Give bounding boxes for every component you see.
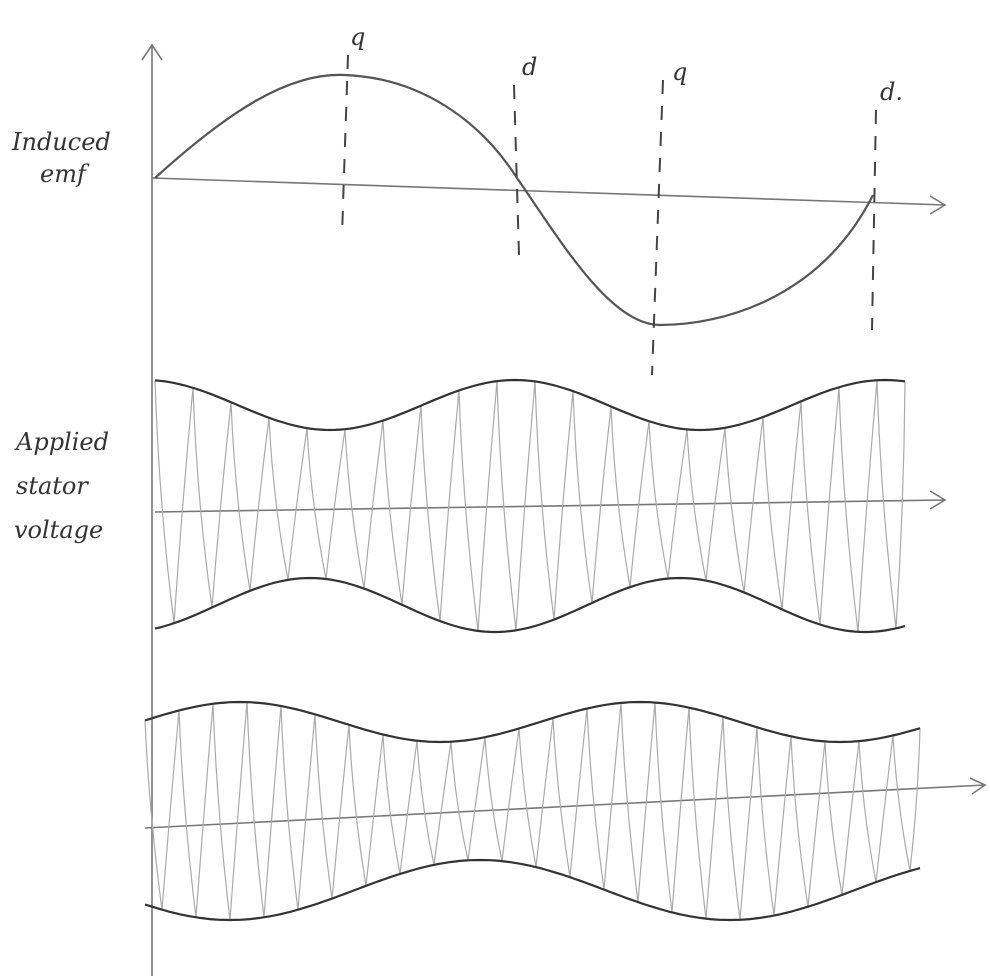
voltage-axis: [155, 491, 945, 512]
emf-axis: [152, 178, 945, 214]
trace-label: Applied: [14, 428, 109, 456]
vertical-axis: [142, 45, 162, 976]
q-line: [342, 55, 348, 235]
trace-label: stator: [16, 472, 89, 500]
d-line: [872, 110, 876, 330]
diagram: q d q d. Induced emf Applied stator volt…: [0, 0, 990, 976]
envelope: [155, 578, 905, 632]
d-line: [514, 85, 519, 255]
marker-label: d.: [880, 78, 903, 106]
trace-label: emf: [40, 160, 90, 188]
q-line: [652, 80, 663, 375]
trace-label: voltage: [14, 516, 103, 544]
envelope: [155, 380, 905, 430]
marker-label: q: [350, 23, 365, 51]
marker-label: d: [522, 53, 537, 81]
carrier-oscillation: [145, 702, 920, 920]
trace-label: Induced: [11, 128, 111, 156]
envelope: [145, 702, 920, 742]
marker-label: q: [672, 58, 687, 86]
